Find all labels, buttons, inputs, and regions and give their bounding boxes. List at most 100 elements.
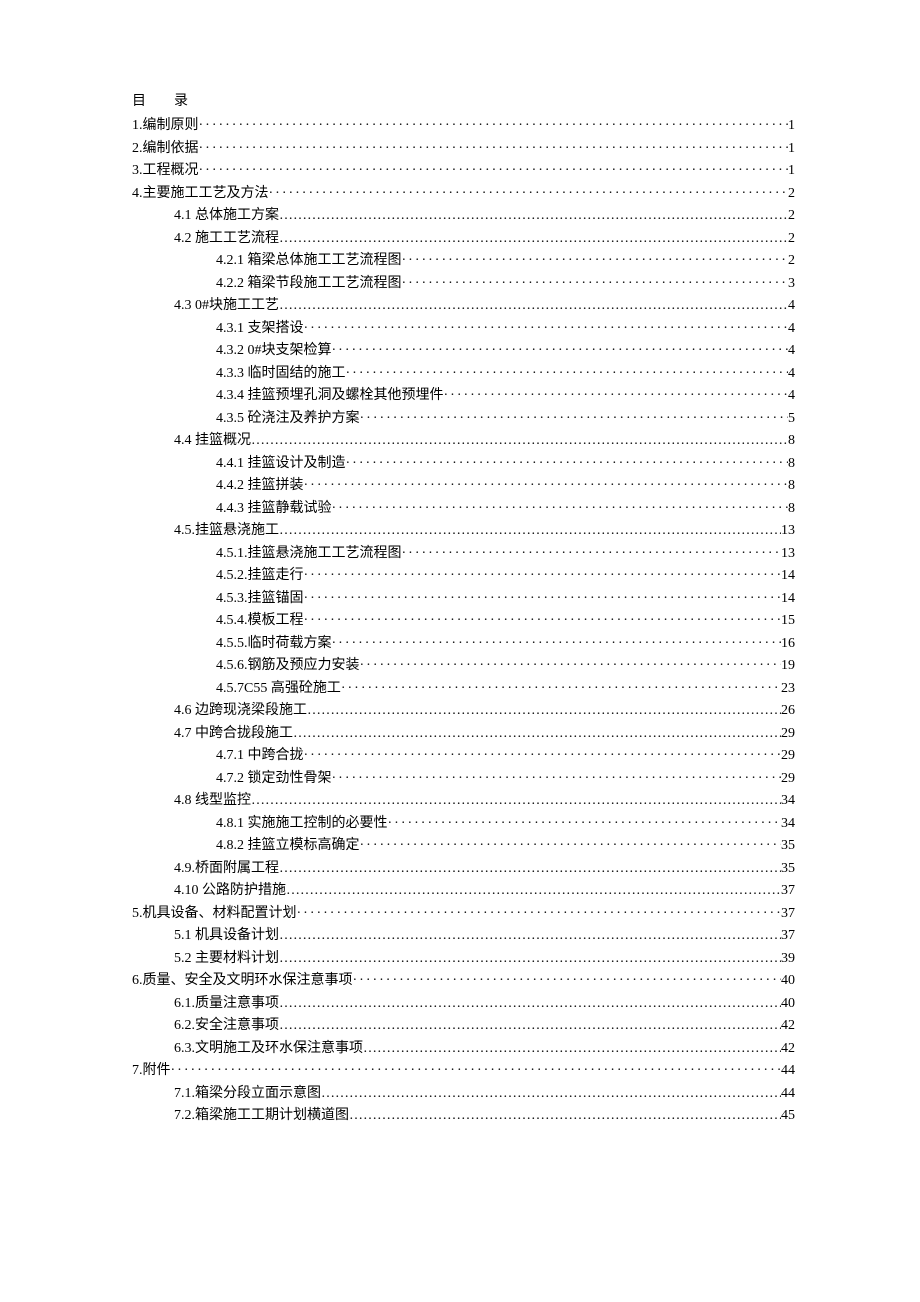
toc-entry-page: 4 [788, 318, 795, 339]
toc-leader [293, 723, 781, 737]
toc-entry-title: 1.编制原则 [132, 115, 199, 136]
toc-entry-title: 4.3.4 挂篮预埋孔洞及螺栓其他预埋件 [216, 385, 444, 406]
toc-entry-title: 4.2 施工工艺流程 [174, 228, 279, 249]
toc-leader [304, 745, 782, 759]
toc-entry: 5.机具设备、材料配置计划37 [132, 903, 795, 924]
toc-entry-page: 29 [781, 745, 795, 766]
toc-leader [307, 700, 781, 714]
toc-entry: 6.2.安全注意事项 42 [132, 1015, 795, 1036]
toc-leader [279, 1015, 781, 1029]
toc-entry-page: 35 [781, 835, 795, 856]
toc-entry-page: 29 [781, 723, 795, 744]
toc-leader [251, 790, 781, 804]
toc-leader [360, 835, 782, 849]
toc-entry-title: 6.2.安全注意事项 [174, 1015, 279, 1036]
toc-entry-page: 45 [781, 1105, 795, 1126]
toc-entry-page: 39 [781, 948, 795, 969]
heading-char-1: 目 [132, 90, 146, 110]
toc-heading: 目录 [132, 90, 795, 110]
toc-entry: 4.2.2 箱梁节段施工工艺流程图3 [132, 273, 795, 294]
toc-leader [353, 970, 782, 984]
toc-leader [346, 453, 789, 467]
toc-entry-page: 4 [788, 340, 795, 361]
toc-entry: 4.8 线型监控 34 [132, 790, 795, 811]
toc-entry: 4.5.1.挂篮悬浇施工工艺流程图13 [132, 543, 795, 564]
toc-leader [402, 543, 782, 557]
toc-entry-page: 8 [788, 430, 795, 451]
toc-entry-title: 4.5.3.挂篮锚固 [216, 588, 304, 609]
toc-leader [171, 1060, 782, 1074]
toc-entry: 4.主要施工工艺及方法2 [132, 183, 795, 204]
toc-entry-page: 8 [788, 475, 795, 496]
toc-entry-title: 4.5.挂篮悬浇施工 [174, 520, 279, 541]
toc-entry: 4.4 挂篮概况 8 [132, 430, 795, 451]
table-of-contents: 1.编制原则12.编制依据13.工程概况14.主要施工工艺及方法24.1 总体施… [132, 115, 795, 1126]
toc-entry-page: 2 [788, 250, 795, 271]
toc-entry-page: 37 [781, 903, 795, 924]
toc-leader [251, 430, 788, 444]
toc-entry: 4.10 公路防护措施37 [132, 880, 795, 901]
toc-entry-page: 13 [781, 520, 795, 541]
toc-leader [279, 858, 781, 872]
toc-entry: 4.7 中跨合拢段施工 29 [132, 723, 795, 744]
toc-entry-title: 5.2 主要材料计划 [174, 948, 279, 969]
toc-leader [363, 1038, 781, 1052]
toc-leader [297, 903, 782, 917]
toc-entry: 7.2.箱梁施工工期计划横道图 45 [132, 1105, 795, 1126]
toc-entry-title: 2.编制依据 [132, 138, 199, 159]
toc-entry: 4.4.2 挂篮拼装 8 [132, 475, 795, 496]
toc-entry: 4.3.4 挂篮预埋孔洞及螺栓其他预埋件 4 [132, 385, 795, 406]
toc-entry-title: 4.3.5 砼浇注及养护方案 [216, 408, 360, 429]
toc-leader [304, 565, 782, 579]
toc-leader [349, 1105, 781, 1119]
toc-entry-page: 37 [781, 925, 795, 946]
toc-entry-title: 4.9.桥面附属工程 [174, 858, 279, 879]
toc-leader [321, 1083, 781, 1097]
toc-entry: 7.1.箱梁分段立面示意图44 [132, 1083, 795, 1104]
toc-entry-title: 4.4 挂篮概况 [174, 430, 251, 451]
toc-entry-title: 4.8 线型监控 [174, 790, 251, 811]
toc-entry-title: 7.2.箱梁施工工期计划横道图 [174, 1105, 349, 1126]
toc-entry-page: 42 [781, 1015, 795, 1036]
toc-entry-title: 4.7 中跨合拢段施工 [174, 723, 293, 744]
toc-entry: 4.2.1 箱梁总体施工工艺流程图2 [132, 250, 795, 271]
toc-leader [346, 363, 789, 377]
toc-leader [279, 993, 781, 1007]
toc-entry-page: 5 [788, 408, 795, 429]
toc-entry-title: 7.附件 [132, 1060, 171, 1081]
toc-entry-title: 5.1 机具设备计划 [174, 925, 279, 946]
toc-entry: 3.工程概况1 [132, 160, 795, 181]
toc-entry-title: 4.5.4.模板工程 [216, 610, 304, 631]
toc-entry: 4.7.1 中跨合拢29 [132, 745, 795, 766]
toc-entry-title: 4.10 公路防护措施 [174, 880, 286, 901]
toc-entry-page: 1 [788, 138, 795, 159]
toc-entry: 4.4.1 挂篮设计及制造8 [132, 453, 795, 474]
toc-entry-title: 4.8.1 实施施工控制的必要性 [216, 813, 388, 834]
toc-leader [388, 813, 782, 827]
toc-entry: 4.3 0#块施工工艺4 [132, 295, 795, 316]
toc-entry: 4.3.3 临时固结的施工4 [132, 363, 795, 384]
toc-entry: 4.5.5.临时荷载方案16 [132, 633, 795, 654]
toc-leader [332, 633, 782, 647]
toc-leader [279, 520, 781, 534]
toc-entry: 6.1.质量注意事项40 [132, 993, 795, 1014]
toc-entry-page: 40 [781, 970, 795, 991]
toc-entry: 4.5.挂篮悬浇施工 13 [132, 520, 795, 541]
toc-entry-title: 4.4.2 挂篮拼装 [216, 475, 304, 496]
toc-entry: 4.7.2 锁定劲性骨架29 [132, 768, 795, 789]
toc-entry-page: 34 [781, 790, 795, 811]
toc-leader [341, 678, 781, 692]
toc-entry-title: 4.6 边跨现浇梁段施工 [174, 700, 307, 721]
toc-entry-page: 3 [788, 273, 795, 294]
toc-entry-page: 4 [788, 363, 795, 384]
toc-entry-page: 4 [788, 385, 795, 406]
toc-entry-page: 29 [781, 768, 795, 789]
toc-entry: 4.3.5 砼浇注及养护方案 5 [132, 408, 795, 429]
toc-entry: 4.5.3.挂篮锚固14 [132, 588, 795, 609]
toc-entry-title: 4.5.5.临时荷载方案 [216, 633, 332, 654]
toc-entry-page: 44 [781, 1083, 795, 1104]
toc-leader [286, 880, 781, 894]
toc-entry-page: 4 [788, 295, 795, 316]
toc-entry: 4.6 边跨现浇梁段施工26 [132, 700, 795, 721]
toc-entry: 4.5.4.模板工程15 [132, 610, 795, 631]
